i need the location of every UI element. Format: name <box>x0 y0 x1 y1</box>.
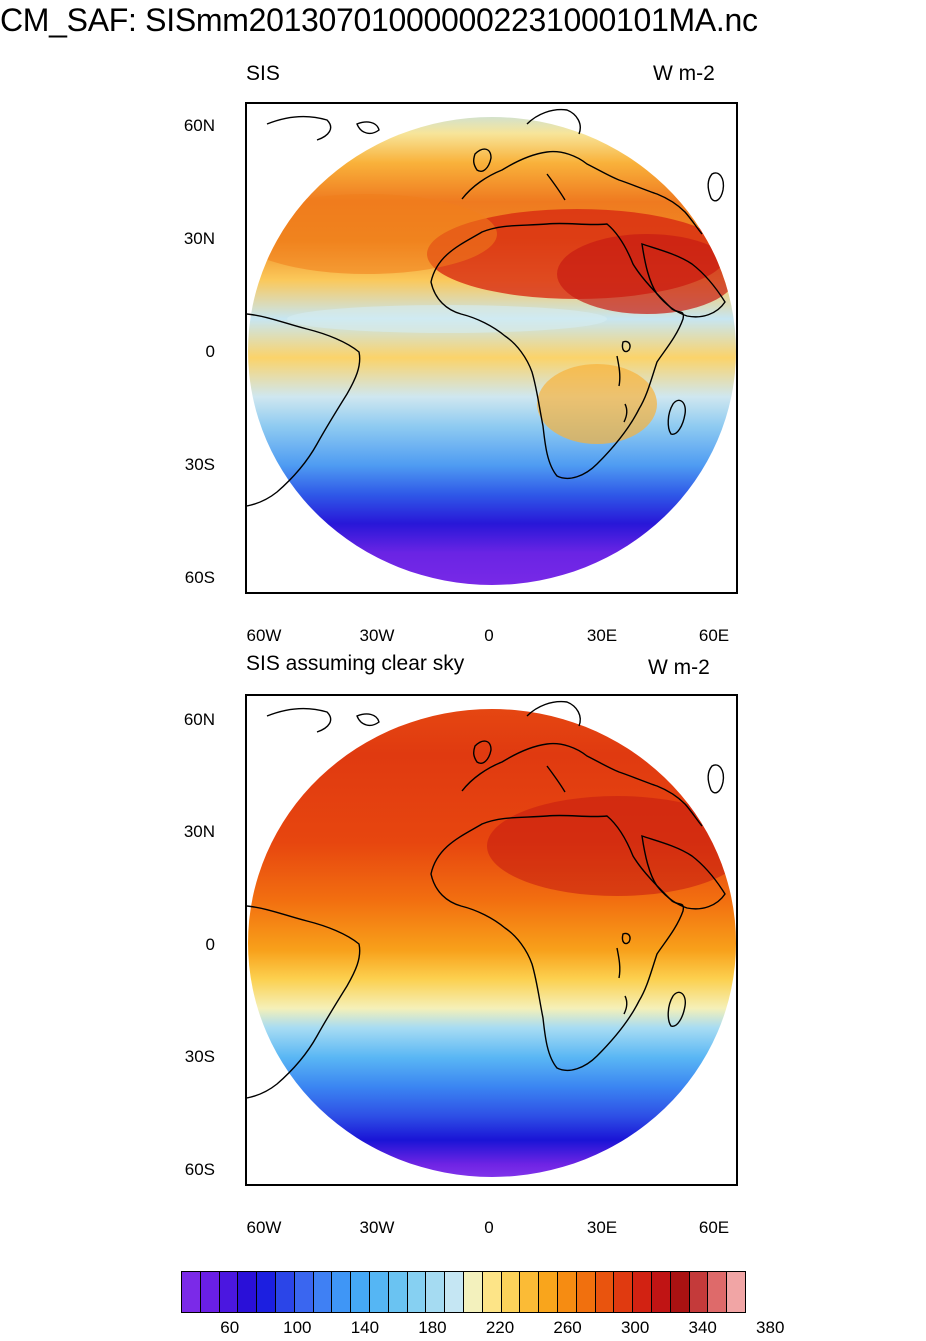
coastline <box>266 707 332 733</box>
panel1-map <box>247 108 736 585</box>
panel1-units: W m-2 <box>653 62 715 85</box>
colorbar-swatch <box>293 1272 313 1312</box>
panel1-lat-tick: 60S <box>184 568 215 587</box>
coastline <box>266 115 332 141</box>
colorbar-swatch <box>425 1272 445 1312</box>
panel1-lon-tick: 30E <box>586 626 618 645</box>
colorbar-swatch <box>274 1272 294 1312</box>
colorbar-tick-label: 300 <box>620 1318 650 1337</box>
coastline <box>247 313 361 507</box>
panel2-units: W m-2 <box>648 656 710 679</box>
panel2-lat-tick: 30S <box>184 1047 215 1066</box>
coastline <box>472 740 492 764</box>
coastline <box>641 242 726 318</box>
coastline <box>472 148 492 172</box>
coastline <box>667 991 687 1027</box>
panel1-lat-tick: 30N <box>183 229 215 248</box>
colorbar-swatch <box>312 1272 332 1312</box>
panel2-map-frame <box>245 694 738 1186</box>
coastline <box>430 814 685 1072</box>
colorbar-tick-label: 380 <box>756 1318 785 1337</box>
panel2-lat-tick: 0 <box>205 935 215 954</box>
panel1-lon-tick: 60W <box>246 626 282 645</box>
colorbar-swatch <box>444 1272 463 1312</box>
panel1-map-frame <box>245 102 738 594</box>
coastline <box>621 340 631 353</box>
colorbar-swatch <box>481 1272 501 1312</box>
coastline <box>616 947 621 979</box>
coastline <box>461 150 703 235</box>
colorbar-swatch <box>237 1272 257 1312</box>
coastline <box>707 172 725 202</box>
coastline <box>546 173 566 201</box>
coastline <box>526 700 581 727</box>
figure-title: CM_SAF: SISmm201307010000002231000101MA.… <box>0 2 758 38</box>
colorbar-swatch <box>368 1272 388 1312</box>
colorbar-swatch <box>406 1272 426 1312</box>
colorbar-swatch <box>182 1272 200 1312</box>
coastline <box>616 355 621 387</box>
panel1-lon-tick: 0 <box>484 626 494 645</box>
coastline <box>641 834 726 910</box>
panel2-lon-tick: 60E <box>698 1218 730 1237</box>
panel1-title: SIS <box>246 62 280 85</box>
colorbar-tick-label: 180 <box>418 1318 447 1337</box>
colorbar-swatch <box>707 1272 727 1312</box>
coastline <box>247 905 361 1099</box>
coastline <box>707 764 725 794</box>
colorbar-swatch <box>538 1272 557 1312</box>
panel2-lat-tick: 60N <box>183 710 215 729</box>
colorbar-swatch <box>387 1272 407 1312</box>
coastline <box>667 399 687 435</box>
coastline <box>623 403 628 423</box>
coastline <box>430 222 685 480</box>
colorbar-swatch <box>331 1272 351 1312</box>
panel2-lon-tick: 30E <box>586 1218 618 1237</box>
coastline <box>356 713 380 727</box>
colorbar-swatch <box>350 1272 369 1312</box>
colorbar-labels: 60 100 140 180 220 260 300 340 380 <box>181 1318 784 1340</box>
colorbar-swatch <box>500 1272 520 1312</box>
panel2-lon-tick: 0 <box>484 1218 494 1237</box>
panel2-lon-tick: 30W <box>359 1218 395 1237</box>
colorbar-swatch <box>632 1272 651 1312</box>
colorbar-swatch <box>650 1272 670 1312</box>
coastline <box>356 121 380 135</box>
coastline <box>526 108 581 135</box>
colorbar-swatch <box>462 1272 482 1312</box>
colorbar-swatch <box>556 1272 576 1312</box>
colorbar-swatch <box>199 1272 219 1312</box>
colorbar-swatch <box>669 1272 689 1312</box>
coastline <box>623 995 628 1015</box>
colorbar-tick-label: 340 <box>688 1318 717 1337</box>
panel1-lon-tick: 60E <box>698 626 730 645</box>
colorbar-swatch <box>726 1272 745 1312</box>
colorbar-tick-label: 140 <box>350 1318 380 1337</box>
panel1-lat-tick: 30S <box>184 455 215 474</box>
panel2-lon-tick: 60W <box>246 1218 282 1237</box>
coastline <box>461 742 703 827</box>
colorbar-swatch <box>575 1272 595 1312</box>
panel1-lat-tick: 60N <box>183 116 215 135</box>
colorbar-swatch <box>613 1272 633 1312</box>
colorbar-swatch <box>688 1272 708 1312</box>
coastline <box>546 765 566 793</box>
colorbar-tick-label: 260 <box>553 1318 582 1337</box>
colorbar-swatch <box>218 1272 238 1312</box>
panel2-map <box>247 700 736 1177</box>
panel2-title: SIS assuming clear sky <box>246 652 465 675</box>
colorbar-tick-label: 60 <box>220 1318 240 1337</box>
panel2-lat-tick: 60S <box>184 1160 215 1179</box>
panel2-lat-tick: 30N <box>183 822 215 841</box>
colorbar-swatch <box>519 1272 539 1312</box>
panel1-lon-tick: 30W <box>359 626 395 645</box>
colorbar-swatch <box>256 1272 275 1312</box>
panel1-lat-tick: 0 <box>205 342 215 361</box>
colorbar <box>181 1271 746 1313</box>
colorbar-swatch <box>594 1272 614 1312</box>
colorbar-tick-label: 220 <box>485 1318 515 1337</box>
colorbar-tick-label: 100 <box>283 1318 312 1337</box>
coastline <box>621 932 631 945</box>
